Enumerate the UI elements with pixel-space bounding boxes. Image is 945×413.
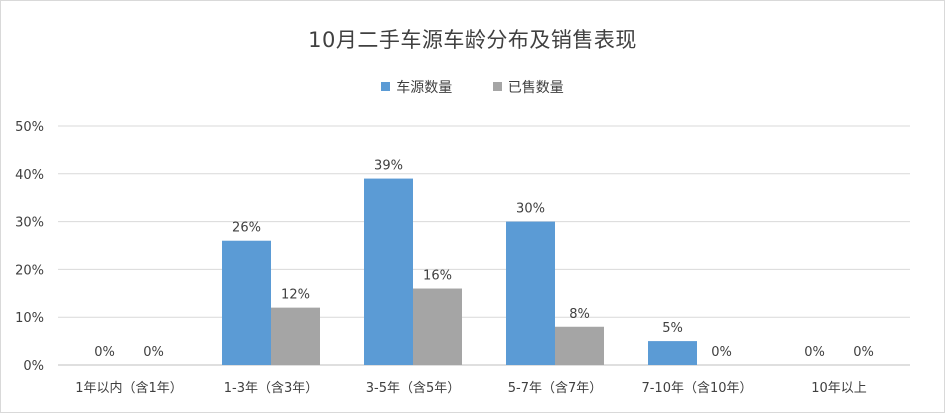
y-tick-label: 10% [15, 311, 44, 326]
bar [555, 326, 604, 365]
x-tick-label: 3-5年（含5年） [366, 380, 461, 396]
legend-label-series-1: 车源数量 [396, 80, 453, 96]
data-label: 0% [94, 345, 115, 360]
data-label: 30% [516, 202, 545, 217]
x-tick-label: 10年以上 [811, 381, 867, 396]
bar [222, 240, 271, 365]
y-tick-label: 20% [15, 263, 44, 278]
y-tick-label: 0% [23, 359, 44, 374]
x-tick-label: 7-10年（含10年） [641, 380, 752, 396]
legend-swatch-series-2 [492, 82, 502, 91]
data-label: 12% [281, 288, 310, 303]
data-label: 39% [374, 159, 403, 174]
data-label: 0% [853, 345, 874, 360]
legend-item-series-1: 车源数量 [381, 77, 452, 97]
data-label: 8% [569, 307, 590, 322]
legend-label-series-2: 已售数量 [507, 80, 564, 96]
bar [364, 178, 413, 365]
legend: 车源数量 已售数量 [0, 77, 945, 97]
data-label: 0% [804, 345, 825, 360]
y-tick-label: 30% [15, 216, 44, 231]
data-label: 0% [143, 345, 164, 360]
legend-item-series-2: 已售数量 [492, 77, 564, 97]
data-label: 16% [423, 269, 452, 284]
bar [648, 341, 697, 365]
bar [413, 288, 462, 365]
x-tick-label: 1-3年（含3年） [224, 380, 319, 396]
data-label: 5% [662, 321, 683, 336]
chart-title: 10月二手车源车龄分布及销售表现 [308, 28, 637, 52]
bar [506, 221, 555, 365]
bar [271, 307, 320, 365]
legend-swatch-series-1 [381, 82, 391, 91]
data-label: 0% [711, 345, 732, 360]
data-label: 26% [232, 221, 261, 236]
y-tick-label: 40% [15, 168, 44, 183]
x-tick-label: 1年以内（含1年） [75, 380, 183, 396]
y-tick-label: 50% [15, 120, 44, 135]
x-tick-label: 5-7年（含7年） [508, 380, 603, 396]
